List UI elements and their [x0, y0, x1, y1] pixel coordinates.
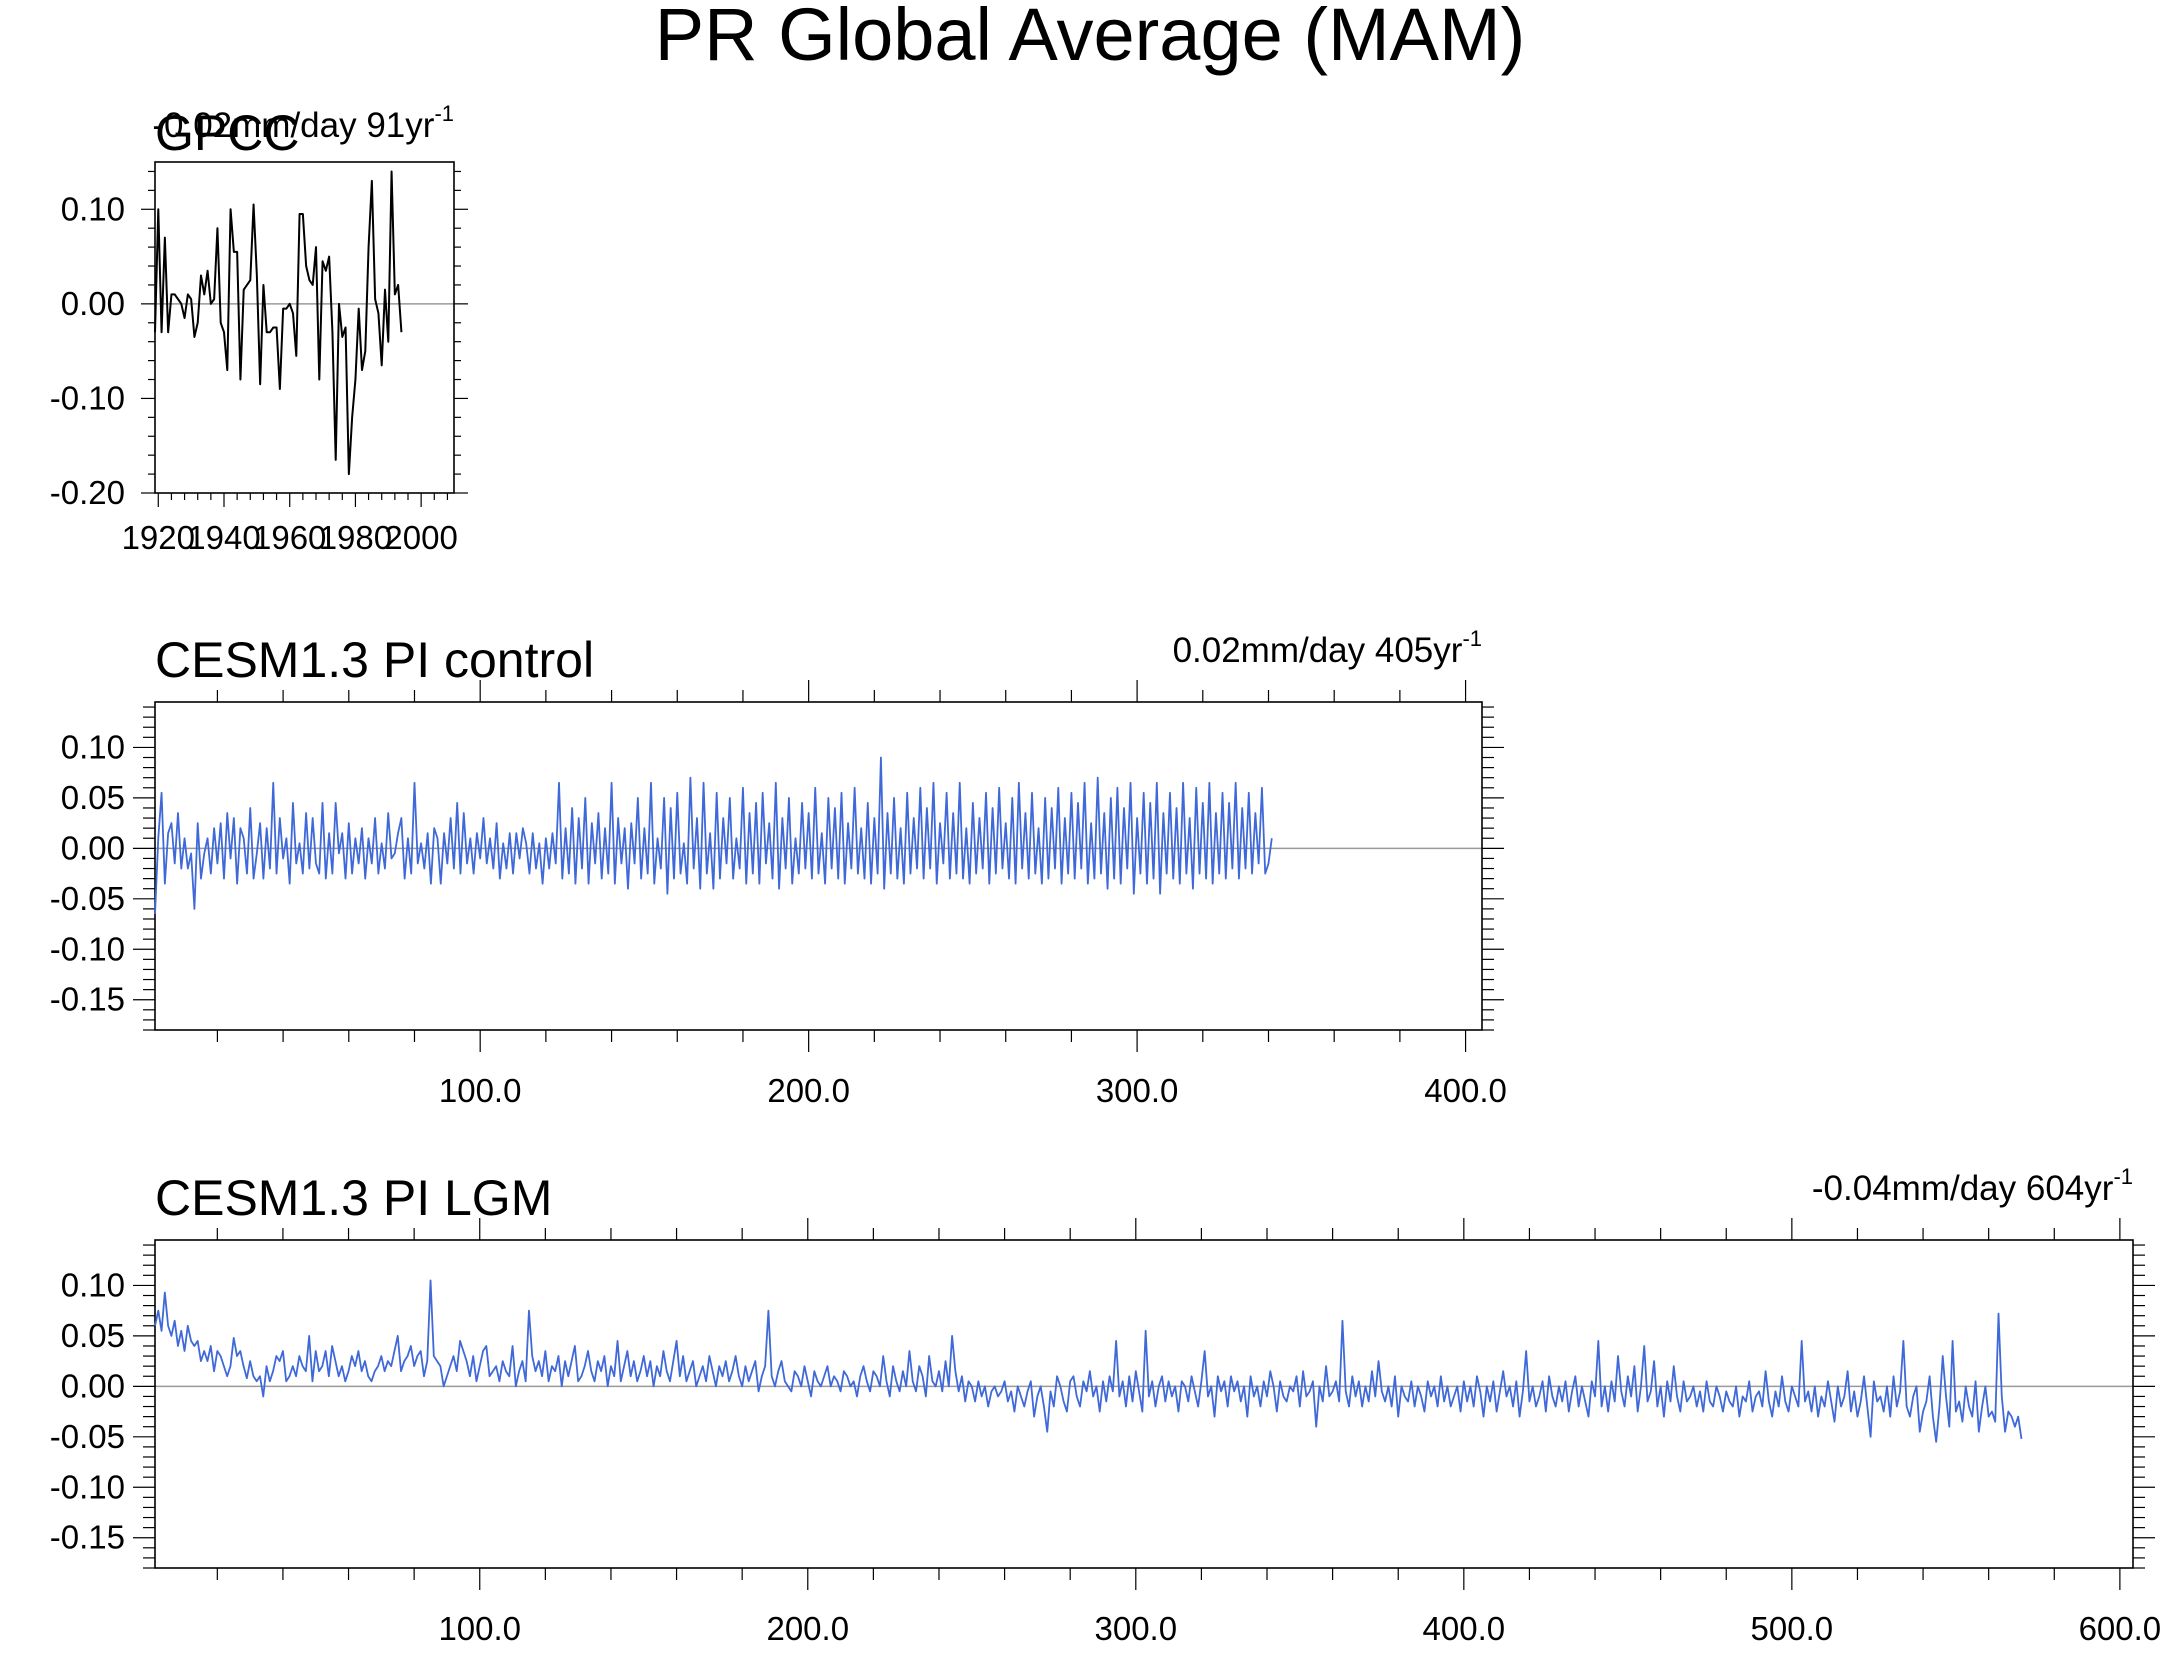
trend-annotation-sup: -1	[434, 101, 454, 126]
trend-annotation-text: -0.02mm/day 91yr	[152, 106, 434, 145]
plot-frame	[154, 1239, 2134, 1569]
series-line	[154, 170, 403, 476]
y-tick-label: 0.00	[61, 829, 125, 866]
page-title: PR Global Average (MAM)	[655, 0, 1526, 76]
y-tick-label: 0.00	[61, 1367, 125, 1404]
panel-title: CESM1.3 PI LGM	[155, 1170, 552, 1226]
trend-annotation-sup: -1	[1462, 626, 1482, 651]
x-tick-label: 1960	[253, 519, 326, 556]
y-tick-label: 0.10	[61, 190, 125, 227]
trend-annotation: 0.02mm/day 405yr-1	[1173, 626, 1482, 670]
x-tick-label: 400.0	[1424, 1072, 1507, 1109]
x-tick-label: 100.0	[438, 1610, 521, 1647]
x-tick-label: 2000	[384, 519, 457, 556]
y-tick-label: 0.10	[61, 1266, 125, 1303]
x-tick-label: 1940	[187, 519, 260, 556]
y-tick-label: -0.10	[50, 379, 125, 416]
y-tick-label: -0.20	[50, 474, 125, 511]
x-tick-label: 300.0	[1096, 1072, 1179, 1109]
trend-annotation: -0.04mm/day 604yr-1	[1812, 1164, 2133, 1208]
x-tick-label: 600.0	[2079, 1610, 2162, 1647]
trend-annotation-sup: -1	[2113, 1164, 2133, 1189]
panel-title: CESM1.3 PI control	[155, 632, 594, 688]
plot-frame	[154, 161, 455, 494]
trend-annotation: -0.02mm/day 91yr-1	[152, 101, 454, 145]
trend-annotation-text: 0.02mm/day 405yr	[1173, 631, 1463, 670]
x-tick-label: 400.0	[1423, 1610, 1506, 1647]
x-tick-label: 300.0	[1095, 1610, 1178, 1647]
panel-title: GPCC	[155, 105, 299, 161]
y-tick-label: 0.05	[61, 779, 125, 816]
y-tick-label: -0.05	[50, 1418, 125, 1455]
y-tick-label: 0.05	[61, 1317, 125, 1354]
y-tick-label: 0.10	[61, 728, 125, 765]
y-tick-label: -0.05	[50, 880, 125, 917]
y-tick-label: 0.00	[61, 285, 125, 322]
x-tick-label: 500.0	[1751, 1610, 1834, 1647]
y-tick-label: -0.10	[50, 1468, 125, 1505]
y-tick-label: -0.15	[50, 981, 125, 1018]
control-panel: 0.10 0.05 0.00 -0.05 -0.10 -0.15 100.0 200.0 300…	[50, 626, 1507, 1109]
series-line	[154, 1279, 2023, 1443]
x-tick-label: 200.0	[767, 1072, 850, 1109]
lgm-panel: 0.10 0.05 0.00 -0.05 -0.10 -0.15 100.0 200.0 300…	[50, 1164, 2161, 1647]
x-tick-label: 1980	[319, 519, 392, 556]
y-tick-label: -0.15	[50, 1519, 125, 1556]
trend-annotation-text: -0.04mm/day 604yr	[1812, 1169, 2114, 1208]
plot-frame	[154, 701, 1483, 1031]
x-tick-label: 100.0	[439, 1072, 522, 1109]
x-tick-label: 1920	[122, 519, 195, 556]
series-line	[154, 756, 1273, 914]
x-tick-label: 200.0	[766, 1610, 849, 1647]
y-tick-label: -0.10	[50, 930, 125, 967]
